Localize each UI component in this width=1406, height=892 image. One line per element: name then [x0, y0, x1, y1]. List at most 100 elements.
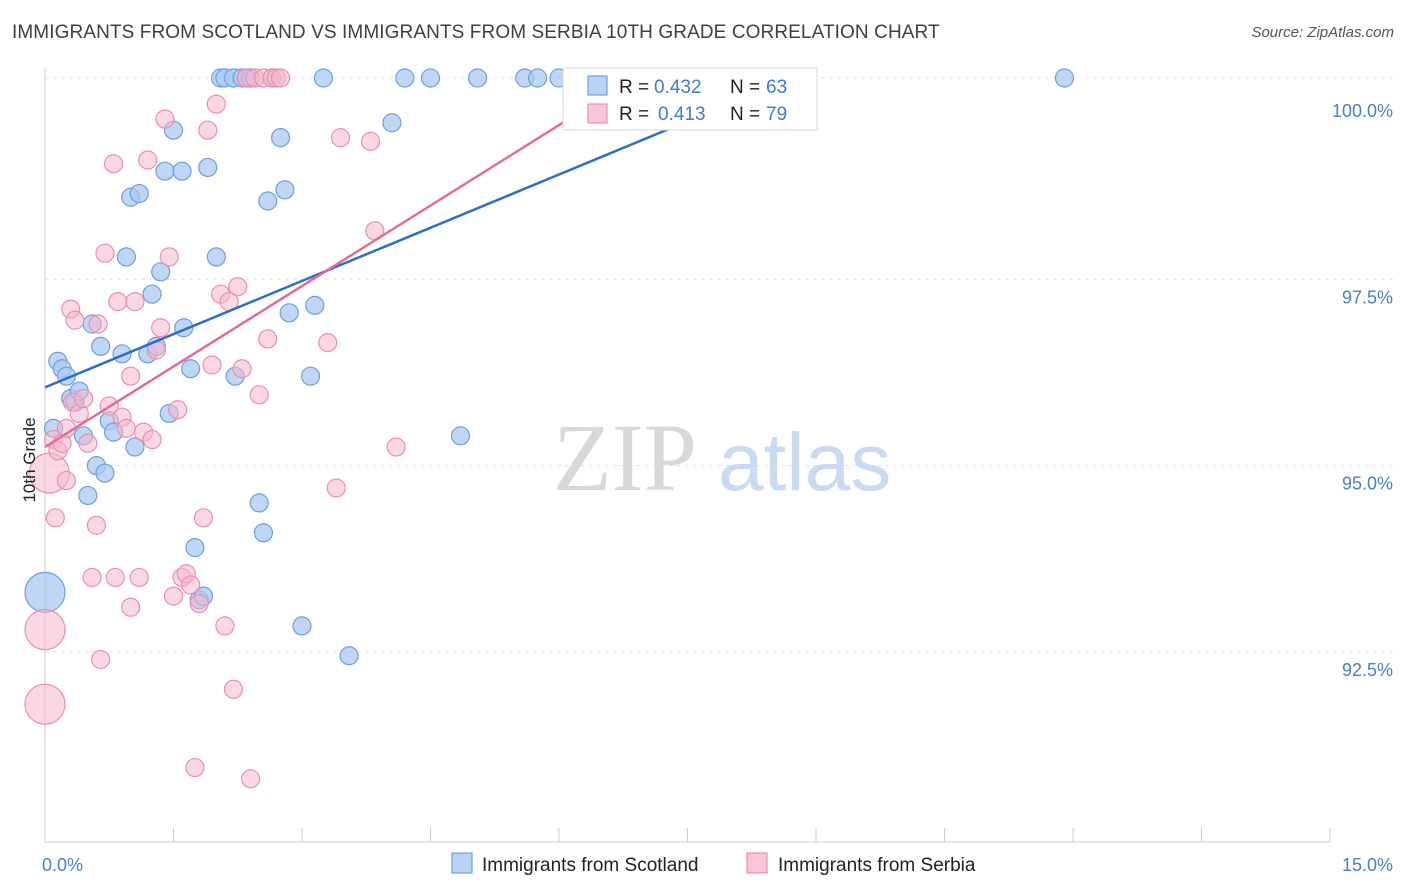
point-serbia-53 [232, 359, 252, 379]
point-scotland-25 [155, 161, 175, 181]
point-serbia-26 [121, 366, 141, 386]
point-serbia-45 [198, 120, 218, 140]
trend-line-scotland [44, 91, 757, 389]
point-serbia-1 [24, 683, 66, 725]
point-scotland-48 [275, 180, 295, 200]
point-serbia-19 [95, 243, 115, 263]
bottom-legend-swatch-serbia [746, 852, 768, 874]
point-serbia-64 [326, 478, 346, 498]
point-serbia-62 [270, 68, 291, 88]
point-scotland-49 [279, 303, 299, 323]
point-serbia-31 [138, 150, 158, 170]
point-scotland-51 [300, 366, 321, 386]
y-tick-label-3: 100.0% [1332, 101, 1393, 121]
legend-n-value-scotland: 63 [766, 77, 787, 98]
legend-n-label-scotland: N = [730, 77, 760, 98]
point-scotland-22 [142, 284, 162, 304]
bottom-legend-swatch-scotland [451, 852, 473, 874]
point-scotland-19 [125, 437, 145, 457]
point-scotland-55 [382, 113, 402, 133]
point-scotland-31 [185, 538, 205, 558]
watermark-atlas: atlas [718, 417, 891, 508]
point-serbia-29 [129, 567, 149, 588]
legend-r-label-serbia: R = [619, 104, 649, 125]
point-serbia-21 [103, 154, 124, 174]
point-scotland-43 [249, 493, 269, 513]
point-serbia-68 [386, 437, 406, 457]
point-scotland-35 [206, 247, 226, 267]
y-tick-label-1: 95.0% [1342, 474, 1393, 494]
chart-title: IMMIGRANTS FROM SCOTLAND VS IMMIGRANTS F… [12, 22, 940, 43]
point-scotland-50 [292, 616, 312, 636]
bottom-legend-label-scotland: Immigrants from Scotland [482, 855, 698, 876]
legend-swatch-serbia [587, 103, 608, 124]
point-serbia-38 [168, 400, 188, 420]
legend-n-label-serbia: N = [730, 104, 760, 125]
point-serbia-18 [91, 649, 111, 670]
point-scotland-24 [151, 262, 171, 282]
point-serbia-46 [202, 355, 222, 375]
point-serbia-17 [88, 314, 108, 334]
point-serbia-27 [121, 597, 141, 617]
point-serbia-44 [193, 508, 214, 528]
point-serbia-37 [163, 586, 184, 606]
point-serbia-32 [142, 429, 162, 450]
point-scotland-45 [258, 191, 278, 211]
point-serbia-13 [73, 388, 94, 409]
point-serbia-23 [108, 292, 128, 312]
point-serbia-4 [45, 508, 65, 528]
point-serbia-52 [228, 277, 248, 297]
trend-lines [44, 91, 757, 449]
point-serbia-0 [24, 609, 66, 651]
point-scotland-56 [395, 68, 415, 88]
point-serbia-34 [151, 318, 171, 338]
point-scotland-57 [420, 68, 441, 88]
y-axis-label: 10th Grade [20, 417, 39, 502]
point-serbia-59 [258, 329, 278, 349]
correlation-legend: R = 0.432 N = 63 R = 0.413 N = 79 [562, 67, 818, 131]
legend-r-value-scotland: 0.432 [654, 77, 702, 98]
series-serbia-points [24, 68, 775, 789]
point-serbia-49 [215, 616, 235, 636]
point-scotland-13 [95, 463, 115, 483]
source-label: Source: ZipAtlas.com [1251, 24, 1394, 41]
bottom-legend-label-serbia: Immigrants from Serbia [778, 855, 976, 876]
point-serbia-15 [82, 567, 102, 588]
point-scotland-44 [253, 523, 274, 543]
point-serbia-11 [65, 310, 85, 330]
y-tick-label-2: 97.5% [1342, 287, 1393, 307]
point-serbia-47 [206, 94, 226, 114]
point-scotland-59 [468, 68, 488, 88]
point-serbia-63 [318, 333, 338, 353]
watermark: ZIP atlas [553, 404, 891, 511]
x-tick-label-1: 15.0% [1342, 855, 1393, 875]
x-tick-label-0: 0.0% [42, 855, 83, 875]
point-serbia-35 [155, 109, 175, 129]
point-scotland-47 [270, 128, 291, 148]
point-scotland-30 [181, 359, 201, 379]
point-serbia-51 [223, 679, 244, 699]
point-serbia-41 [181, 575, 201, 595]
series-legend: Immigrants from Scotland Immigrants from… [451, 852, 976, 876]
point-scotland-63 [1054, 68, 1075, 88]
trend-line-serbia [44, 91, 612, 449]
point-serbia-57 [249, 385, 269, 405]
point-scotland-9 [78, 485, 98, 506]
point-scotland-17 [116, 247, 136, 267]
point-serbia-55 [241, 769, 261, 789]
point-serbia-36 [159, 247, 179, 267]
point-scotland-58 [450, 426, 471, 446]
point-scotland-12 [91, 336, 111, 356]
point-serbia-66 [360, 131, 381, 151]
legend-r-value-serbia: 0.413 [658, 104, 706, 125]
point-serbia-8 [56, 470, 77, 491]
point-serbia-42 [185, 757, 205, 778]
point-serbia-25 [116, 418, 136, 438]
point-serbia-65 [330, 128, 351, 148]
point-scotland-52 [305, 295, 325, 315]
point-scotland-0 [24, 571, 66, 613]
x-tick-labels: 0.0% 15.0% [42, 855, 1393, 875]
point-scotland-28 [172, 161, 192, 181]
point-scotland-53 [313, 68, 334, 88]
